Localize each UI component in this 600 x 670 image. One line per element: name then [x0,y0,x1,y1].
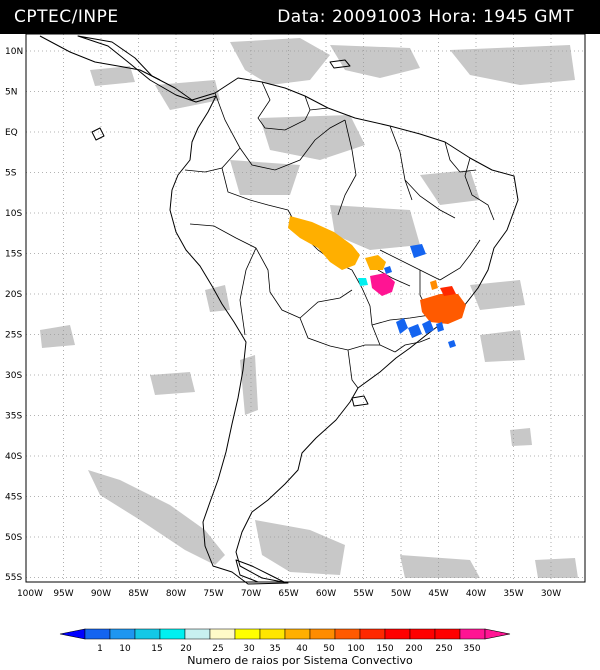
lon-label: 55W [353,589,373,599]
lat-label: 25S [5,331,22,341]
convective-system [422,320,434,334]
lon-label: 30W [541,589,561,599]
lat-label: 20S [5,290,22,300]
lon-label: 45W [428,589,448,599]
lon-label: 90W [91,589,111,599]
legend-swatch [134,628,161,640]
lat-label: 5S [5,169,17,179]
legend-swatch [184,628,211,640]
legend-swatch [209,628,236,640]
legend-tick: 35 [269,644,280,654]
country-borders [184,81,495,389]
lat-label: 10S [5,209,22,219]
convective-system [365,255,386,270]
convective-system [410,244,426,258]
legend-swatch [334,628,361,640]
legend-swatch [384,628,411,640]
lat-label: 40S [5,452,22,462]
convective-system [288,216,360,270]
convective-system [396,318,408,334]
legend-swatch [159,628,186,640]
convective-system [370,273,395,296]
lat-label: 50S [5,533,22,543]
lon-label: 70W [241,589,261,599]
legend-tick: 250 [435,644,452,654]
convective-systems-layer [288,216,466,348]
legend-tick: 25 [212,644,223,654]
lon-label: 65W [278,589,298,599]
lat-label: 15S [5,250,22,260]
lat-lon-grid [25,34,585,582]
legend-swatch [459,628,486,640]
lon-label: 35W [503,589,523,599]
legend-tick: 100 [347,644,364,654]
longitude-labels: 100W 95W 90W 85W 80W 75W 70W 65W 60W 55W… [17,589,561,599]
legend-swatch [359,628,386,640]
date-time-stamp: Data: 20091003 Hora: 1945 GMT [277,7,574,27]
lon-label: 80W [166,589,186,599]
legend-swatch [309,628,336,640]
legend-tick: 50 [323,644,335,654]
legend-arrow-left [59,628,86,640]
lon-label: 75W [203,589,223,599]
legend-swatch [234,628,261,640]
legend-swatch [259,628,286,640]
lat-label: EQ [5,128,18,138]
legend-arrow-right [484,628,511,640]
legend-swatch [409,628,436,640]
latitude-labels: 10N 5N EQ 5S 10S 15S 20S 25S 30S 35S 40S… [5,47,23,583]
legend-caption: Numero de raios por Sistema Convectivo [187,654,413,667]
convective-system [408,324,422,338]
legend-swatch [109,628,136,640]
legend-tick: 30 [243,644,255,654]
legend-tick: 15 [151,644,162,654]
lon-label: 50W [391,589,411,599]
lat-label: 30S [5,371,22,381]
lat-label: 5N [5,88,17,98]
lon-label: 40W [466,589,486,599]
lightning-map: 10N 5N EQ 5S 10S 15S 20S 25S 30S 35S 40S… [5,34,586,654]
legend-tick: 1 [97,644,103,654]
convective-system [436,322,444,332]
convective-system [430,280,438,290]
cloud-cover-layer [40,38,578,578]
continent-outline [39,35,519,585]
map-frame [25,34,586,583]
lon-label: 100W [17,589,43,599]
legend-swatch [284,628,311,640]
legend-swatch [84,628,111,640]
lat-label: 45S [5,493,22,503]
convective-system [448,340,456,348]
lon-label: 85W [128,589,148,599]
legend-tick: 350 [463,644,480,654]
lat-label: 55S [5,573,22,583]
convective-system [384,266,392,274]
legend-tick: 10 [119,644,131,654]
legend-tick: 40 [296,644,308,654]
legend-tick: 200 [405,644,422,654]
lon-label: 60W [316,589,336,599]
lon-label: 95W [53,589,73,599]
lat-label: 35S [5,412,22,422]
convective-system [420,294,466,324]
legend-tick: 150 [376,644,393,654]
map-header: CPTEC/INPE Data: 20091003 Hora: 1945 GMT [0,0,600,34]
convective-system [358,278,368,286]
source-label: CPTEC/INPE [14,7,119,27]
color-legend: 1 10 15 20 25 30 35 40 50 100 150 200 25… [59,628,511,654]
legend-swatch [434,628,461,640]
lat-label: 10N [5,47,23,57]
legend-tick: 20 [180,644,192,654]
convective-system [440,286,456,296]
